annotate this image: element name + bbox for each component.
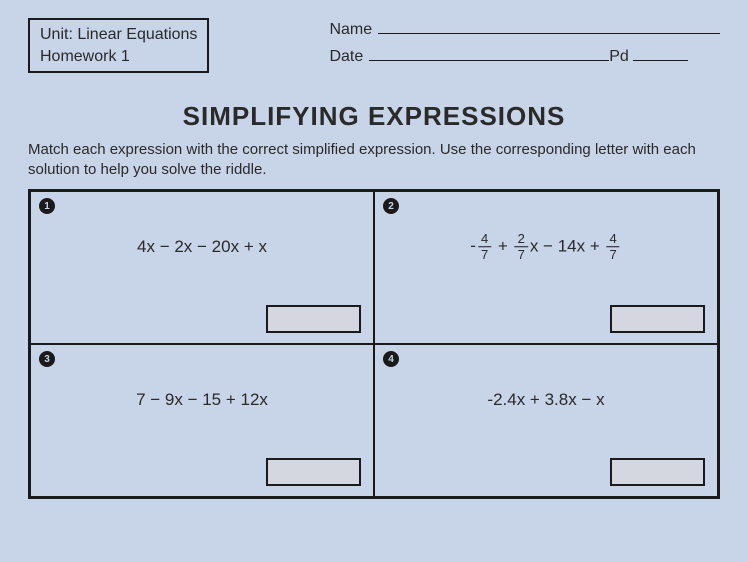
cell-number-1: 1: [39, 198, 55, 214]
cell-2: 2 - 4 7 + 2 7 x − 14x + 4 7: [374, 191, 718, 344]
frac2-var: x: [530, 236, 539, 255]
cell-3: 3 7 − 9x − 15 + 12x: [30, 344, 374, 497]
answer-box-2[interactable]: [610, 305, 705, 333]
answer-box-3[interactable]: [266, 458, 361, 486]
expression-4: -2.4x + 3.8x − x: [487, 390, 604, 410]
fraction-1: 4 7: [478, 232, 491, 261]
pd-label: Pd: [609, 48, 629, 66]
plus-1: +: [498, 236, 508, 255]
answer-box-1[interactable]: [266, 305, 361, 333]
mid-text: − 14x +: [543, 236, 604, 255]
cell-1: 1 4x − 2x − 20x + x: [30, 191, 374, 344]
cell-number-4: 4: [383, 351, 399, 367]
date-label: Date: [329, 48, 363, 66]
cell-number-3: 3: [39, 351, 55, 367]
expression-1: 4x − 2x − 20x + x: [137, 237, 267, 257]
fraction-2: 2 7: [515, 232, 528, 261]
cell-number-2: 2: [383, 198, 399, 214]
expression-3: 7 − 9x − 15 + 12x: [136, 390, 268, 410]
answer-box-4[interactable]: [610, 458, 705, 486]
page-title: SIMPLIFYING EXPRESSIONS: [28, 101, 720, 132]
worksheet-grid: 1 4x − 2x − 20x + x 2 - 4 7 + 2 7 x − 14…: [28, 189, 720, 499]
unit-line-2: Homework 1: [40, 46, 197, 68]
name-label: Name: [329, 21, 372, 39]
unit-line-1: Unit: Linear Equations: [40, 24, 197, 46]
name-blank[interactable]: [378, 18, 720, 34]
fraction-3: 4 7: [606, 232, 619, 261]
cell-4: 4 -2.4x + 3.8x − x: [374, 344, 718, 497]
instructions: Match each expression with the correct s…: [28, 140, 720, 179]
name-date-area: Name Date Pd: [329, 18, 720, 72]
pd-blank[interactable]: [633, 45, 688, 61]
date-blank[interactable]: [369, 45, 609, 61]
expression-2: - 4 7 + 2 7 x − 14x + 4 7: [470, 232, 621, 262]
neg-sign: -: [470, 236, 476, 256]
unit-box: Unit: Linear Equations Homework 1: [28, 18, 209, 73]
